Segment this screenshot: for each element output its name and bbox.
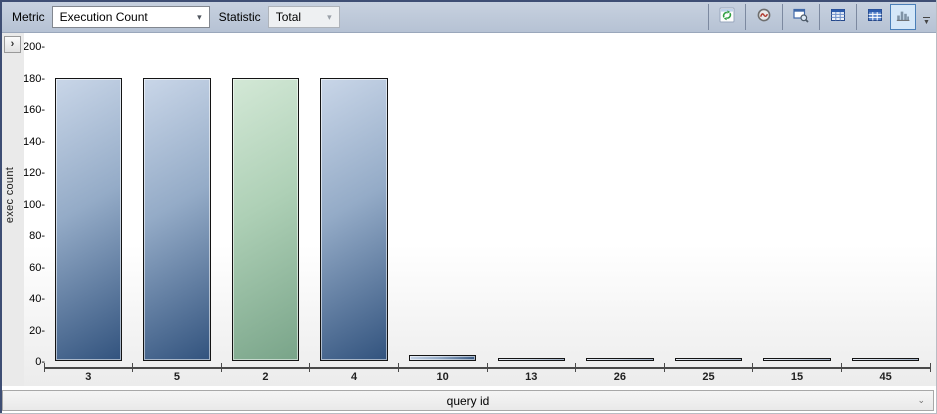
- x-tick-label: 2: [262, 371, 269, 383]
- toolbar-separator: [745, 4, 746, 30]
- bar-slot: [398, 46, 487, 361]
- metric-dropdown-value: Execution Count: [59, 10, 148, 24]
- bar-slot: [576, 46, 665, 361]
- metric-dropdown[interactable]: Execution Count ▾: [51, 6, 210, 28]
- bar-query-2[interactable]: [231, 77, 300, 361]
- y-tick-label: 160-: [22, 104, 45, 116]
- y-tick-label: 20-: [29, 324, 45, 337]
- chevron-down-icon: ⌄: [917, 395, 925, 405]
- bar-slot: [44, 46, 133, 361]
- x-tick-label: 25: [702, 371, 715, 383]
- bar-chart: 3 5 2 4 10 13 26 25 15 45: [43, 33, 931, 386]
- statistic-label: Statistic: [218, 10, 261, 24]
- y-axis-tick-labels: 0- 20- 40- 60- 80- 100- 120- 140- 160- 180- 200-: [18, 33, 45, 386]
- refresh-button[interactable]: [714, 4, 740, 30]
- statistic-dropdown-value: Total: [275, 10, 302, 24]
- y-tick-label: 0-: [35, 356, 45, 368]
- bar-slot: [487, 46, 576, 361]
- bars-row: [44, 46, 930, 361]
- bar-query-25[interactable]: [674, 357, 743, 361]
- axis-tick: [929, 363, 931, 372]
- x-tick-label: 15: [790, 371, 804, 383]
- y-tick-label: 180-: [22, 72, 45, 85]
- y-tick-label: 40-: [29, 293, 45, 305]
- axis-tick: [220, 363, 222, 372]
- bar-query-3[interactable]: [54, 77, 122, 361]
- x-axis-tick-labels: 3 5 2 4 10 13 26 25 15 45: [44, 371, 930, 386]
- grid-view-icon: [830, 7, 846, 28]
- overflow-line: [923, 17, 930, 18]
- bar-query-45[interactable]: [851, 357, 920, 361]
- bar-query-4[interactable]: [320, 77, 388, 361]
- x-tick-label: 4: [351, 371, 358, 383]
- axis-tick: [309, 363, 311, 372]
- refresh-icon: [719, 7, 735, 28]
- track-query-button[interactable]: [751, 4, 777, 30]
- axis-tick: [132, 363, 134, 372]
- x-tick-label: 13: [525, 371, 538, 383]
- y-tick-label: 120-: [22, 167, 45, 179]
- statistic-dropdown[interactable]: Total ▾: [267, 6, 340, 28]
- toolbar: Metric Execution Count ▾ Statistic Total…: [0, 0, 936, 33]
- bar-slot: [221, 46, 310, 361]
- toolbar-separator: [819, 4, 820, 30]
- chevron-down-icon: ▾: [327, 11, 332, 22]
- y-tick-label: 140-: [22, 135, 45, 148]
- window-left-border: [0, 0, 2, 413]
- bar-query-10[interactable]: [409, 354, 477, 361]
- bar-slot: [310, 46, 399, 361]
- bar-slot: [841, 46, 930, 361]
- y-tick-label: 200-: [22, 41, 45, 53]
- axis-tick: [840, 363, 842, 372]
- toolbar-separator: [782, 4, 783, 30]
- x-tick-label: 10: [436, 371, 449, 383]
- x-tick-label: 26: [613, 371, 626, 383]
- axis-tick: [43, 363, 45, 372]
- y-axis-title: exec count: [4, 167, 16, 224]
- query-plan-icon: [793, 7, 809, 28]
- bar-query-26[interactable]: [586, 357, 654, 361]
- toolbar-overflow-chevron-icon: ▼: [923, 19, 930, 26]
- x-axis-selector-value: query id: [446, 393, 490, 408]
- x-tick-label: 5: [173, 371, 180, 383]
- metric-label: Metric: [12, 10, 45, 24]
- bar-query-13[interactable]: [497, 357, 565, 361]
- chevron-right-icon: ›: [10, 38, 15, 50]
- toolbar-separator: [856, 4, 857, 30]
- grid-view-additional-button[interactable]: [862, 4, 888, 30]
- chart-view-button[interactable]: [890, 4, 916, 30]
- chevron-down-icon: ▾: [197, 11, 202, 22]
- grid-view-additional-icon: [867, 7, 883, 28]
- panel-expander-button[interactable]: ›: [4, 36, 21, 53]
- bar-query-15[interactable]: [763, 357, 831, 361]
- x-axis-selector-dropdown[interactable]: query id ⌄: [2, 390, 934, 411]
- bar-slot: [133, 46, 222, 361]
- y-tick-label: 80-: [29, 230, 45, 242]
- axis-tick: [397, 363, 399, 372]
- toolbar-overflow-button[interactable]: ▼: [920, 4, 933, 30]
- axis-tick: [663, 363, 665, 372]
- bar-chart-icon: [895, 7, 911, 28]
- bar-query-5[interactable]: [143, 77, 211, 361]
- y-tick-label: 100-: [22, 198, 45, 211]
- grid-view-button[interactable]: [825, 4, 851, 30]
- axis-tick: [752, 363, 754, 372]
- chart-left-strip: › exec count: [0, 33, 24, 386]
- axis-tick: [486, 363, 488, 372]
- bar-slot: [664, 46, 753, 361]
- x-tick-label: 3: [85, 371, 92, 383]
- toolbar-separator: [708, 4, 709, 30]
- bar-slot: [753, 46, 842, 361]
- y-tick-label: 60-: [29, 261, 45, 274]
- x-tick-label: 45: [879, 371, 892, 383]
- view-query-plan-button[interactable]: [788, 4, 814, 30]
- track-query-icon: [756, 7, 772, 28]
- axis-tick: [575, 363, 577, 372]
